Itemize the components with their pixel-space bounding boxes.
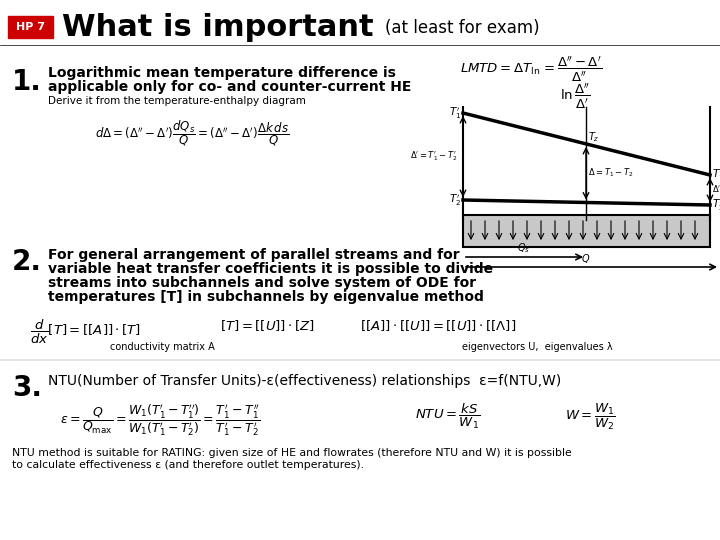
Text: 2.: 2. (12, 248, 42, 276)
Text: Derive it from the temperature-enthalpy diagram: Derive it from the temperature-enthalpy … (48, 96, 306, 106)
Text: applicable only for co- and counter-current HE: applicable only for co- and counter-curr… (48, 80, 411, 94)
Text: $[[A]]\cdot[[U]] = [[U]]\cdot[[\Lambda]]$: $[[A]]\cdot[[U]] = [[U]]\cdot[[\Lambda]]… (360, 318, 516, 333)
Text: $T_z$: $T_z$ (588, 130, 600, 144)
Text: temperatures [T] in subchannels by eigenvalue method: temperatures [T] in subchannels by eigen… (48, 290, 484, 304)
Text: $\dfrac{d}{dx}[T] = [[A]]\cdot[T]$: $\dfrac{d}{dx}[T] = [[A]]\cdot[T]$ (30, 318, 141, 346)
Text: $\Delta'=T_1'-T_2'$: $\Delta'=T_1'-T_2'$ (410, 149, 458, 163)
Text: $T_1'$: $T_1'$ (449, 105, 461, 121)
Text: 1.: 1. (12, 68, 42, 96)
Text: NTU method is suitable for RATING: given size of HE and flowrates (therefore NTU: NTU method is suitable for RATING: given… (12, 448, 572, 458)
Text: HP 7: HP 7 (16, 22, 45, 32)
Text: What is important: What is important (62, 14, 374, 43)
Text: For general arrangement of parallel streams and for: For general arrangement of parallel stre… (48, 248, 459, 262)
Text: $\ln\dfrac{\Delta^{\prime\prime}}{\Delta^{\prime}}$: $\ln\dfrac{\Delta^{\prime\prime}}{\Delta… (560, 82, 591, 111)
Text: $\varepsilon = \dfrac{Q}{Q_{\max}} = \dfrac{W_1(T_1^{\prime}-T_1^{\prime\prime}): $\varepsilon = \dfrac{Q}{Q_{\max}} = \df… (60, 402, 261, 438)
Text: variable heat transfer coefficients it is possible to divide: variable heat transfer coefficients it i… (48, 262, 493, 276)
Text: $[T] = [[U]]\cdot[Z]$: $[T] = [[U]]\cdot[Z]$ (220, 318, 315, 333)
Text: NTU(Number of Transfer Units)-ε(effectiveness) relationships  ε=f(NTU,W): NTU(Number of Transfer Units)-ε(effectiv… (48, 374, 562, 388)
Bar (463, 215, 710, 247)
Text: $NTU = \dfrac{kS}{W_1}$: $NTU = \dfrac{kS}{W_1}$ (415, 402, 480, 431)
Text: $d\Delta = (\Delta^{\prime\prime}-\Delta^{\prime})\dfrac{dQ_s}{Q} = (\Delta^{\pr: $d\Delta = (\Delta^{\prime\prime}-\Delta… (95, 118, 289, 148)
Text: $T_2''$: $T_2''$ (712, 197, 720, 213)
Text: $T_1''$: $T_1''$ (712, 167, 720, 183)
Text: $\Delta''=T_1''-T_2''$: $\Delta''=T_1''-T_2''$ (712, 183, 720, 197)
Text: eigenvectors U,  eigenvalues λ: eigenvectors U, eigenvalues λ (462, 342, 613, 352)
Text: streams into subchannels and solve system of ODE for: streams into subchannels and solve syste… (48, 276, 476, 290)
Text: 3.: 3. (12, 374, 42, 402)
Text: $T_2'$: $T_2'$ (449, 192, 461, 208)
Text: to calculate effectiveness ε (and therefore outlet temperatures).: to calculate effectiveness ε (and theref… (12, 460, 364, 470)
Text: (at least for exam): (at least for exam) (385, 19, 539, 37)
Text: $Q_s$: $Q_s$ (518, 241, 531, 255)
Text: $LMTD = \Delta T_{\ln} = \dfrac{\Delta^{\prime\prime}-\Delta^{\prime}}{\Delta^{\: $LMTD = \Delta T_{\ln} = \dfrac{\Delta^{… (460, 55, 602, 84)
Bar (8, 16, 53, 38)
Text: $Q$: $Q$ (581, 252, 590, 265)
Text: $W = \dfrac{W_1}{W_2}$: $W = \dfrac{W_1}{W_2}$ (565, 402, 616, 433)
Text: conductivity matrix A: conductivity matrix A (110, 342, 215, 352)
Text: $\Delta=T_1-T_2$: $\Delta=T_1-T_2$ (588, 167, 634, 179)
Text: Logarithmic mean temperature difference is: Logarithmic mean temperature difference … (48, 66, 396, 80)
